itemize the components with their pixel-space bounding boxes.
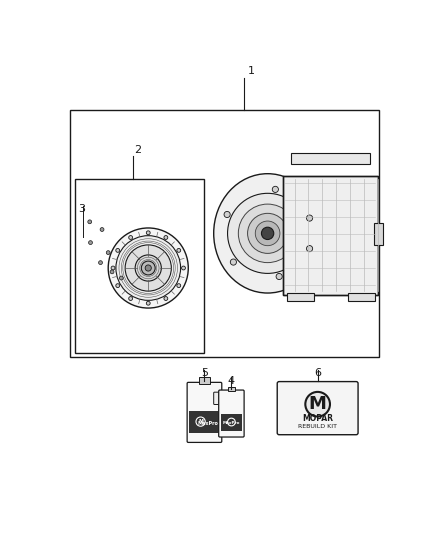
Circle shape (177, 284, 181, 287)
Ellipse shape (141, 261, 155, 275)
Circle shape (305, 392, 330, 416)
Bar (199, 377, 210, 384)
Ellipse shape (125, 245, 171, 291)
Ellipse shape (135, 255, 161, 281)
Ellipse shape (116, 236, 180, 301)
Circle shape (228, 193, 307, 273)
Bar (189, 410, 220, 433)
Text: 6: 6 (314, 368, 321, 378)
Circle shape (111, 266, 115, 270)
Ellipse shape (108, 228, 188, 308)
Text: 2: 2 (134, 145, 141, 155)
Circle shape (164, 236, 168, 239)
FancyBboxPatch shape (214, 392, 223, 405)
Text: 1: 1 (247, 66, 254, 76)
Circle shape (307, 215, 313, 221)
Circle shape (88, 220, 92, 224)
Circle shape (120, 276, 123, 280)
Text: REBUILD KIT: REBUILD KIT (298, 424, 337, 429)
Circle shape (261, 227, 274, 239)
Circle shape (164, 296, 168, 301)
Bar (75, 180, 205, 353)
Circle shape (230, 259, 237, 265)
Text: 5: 5 (201, 368, 208, 378)
Circle shape (116, 248, 120, 252)
Bar (283, 175, 378, 295)
FancyBboxPatch shape (277, 382, 358, 435)
Circle shape (224, 212, 230, 217)
Circle shape (145, 265, 151, 271)
Circle shape (100, 228, 104, 231)
Text: MaxPro: MaxPro (197, 421, 218, 426)
Text: 3: 3 (78, 204, 85, 214)
Circle shape (106, 251, 110, 255)
Circle shape (129, 296, 133, 301)
Bar (287, 294, 314, 301)
Bar (349, 294, 375, 301)
Circle shape (182, 266, 185, 270)
Bar (291, 152, 370, 164)
Circle shape (99, 261, 102, 264)
Bar (228, 386, 235, 391)
Text: M: M (198, 419, 203, 424)
Circle shape (177, 248, 181, 252)
Circle shape (129, 236, 133, 239)
Bar (70, 110, 379, 357)
Circle shape (238, 204, 297, 263)
Circle shape (88, 241, 92, 245)
Circle shape (116, 284, 120, 287)
Ellipse shape (214, 174, 321, 293)
Circle shape (272, 187, 279, 192)
Text: 4: 4 (228, 376, 235, 386)
Bar (374, 223, 383, 245)
Circle shape (146, 231, 150, 235)
Circle shape (110, 270, 114, 274)
Bar (283, 175, 378, 295)
Circle shape (276, 273, 282, 280)
FancyBboxPatch shape (219, 390, 244, 437)
Circle shape (247, 213, 288, 253)
Circle shape (307, 246, 313, 252)
Circle shape (255, 221, 280, 246)
Text: MaxPro: MaxPro (223, 421, 240, 425)
Text: M: M (309, 395, 327, 413)
FancyBboxPatch shape (187, 382, 222, 442)
Bar (221, 414, 242, 431)
Text: MOPAR: MOPAR (302, 415, 333, 424)
Circle shape (146, 301, 150, 305)
